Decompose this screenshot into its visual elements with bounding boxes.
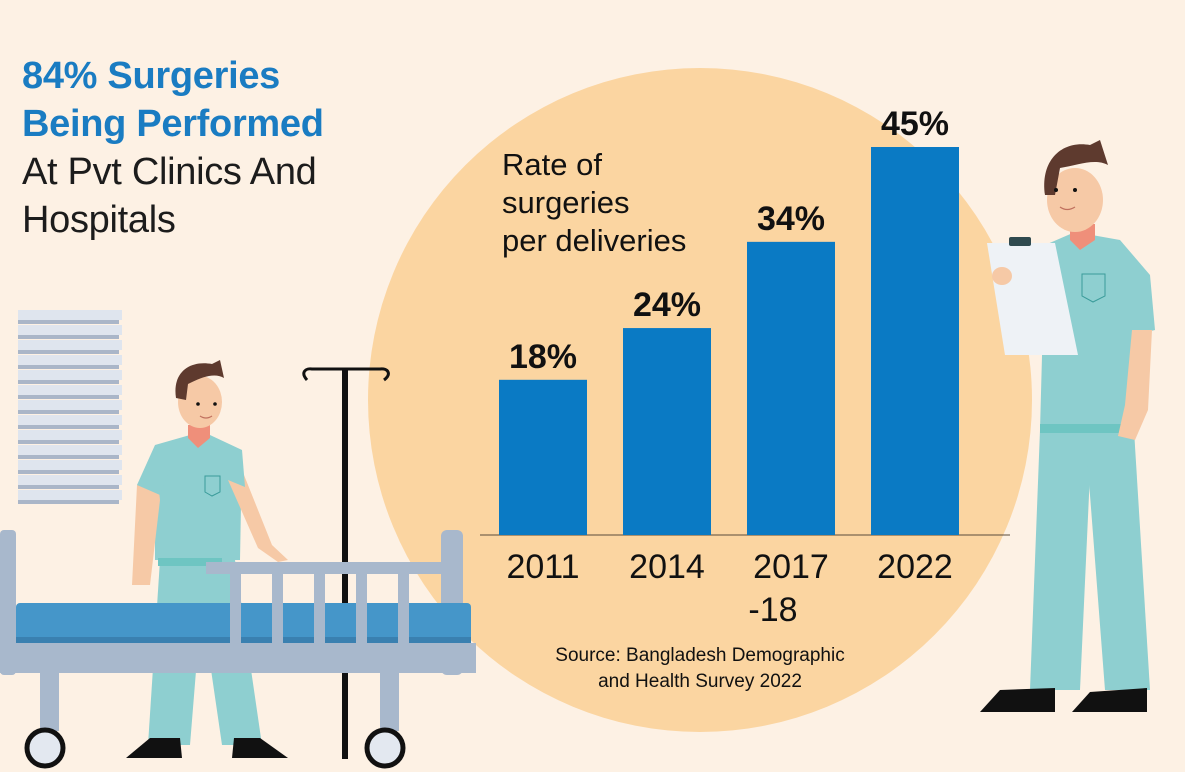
bar-2011	[499, 379, 587, 535]
headline-highlight-line-2: Being Performed	[22, 103, 324, 145]
nurse-left-illustration	[126, 360, 288, 758]
category-label: 2014	[629, 548, 705, 586]
bar-value-label: 45%	[881, 105, 949, 143]
headline-line-4: Hospitals	[22, 199, 176, 241]
chart-title: Rate of surgeries per deliveries	[502, 146, 686, 260]
bar-2017-18	[747, 241, 835, 535]
hospital-bed-illustration	[0, 530, 476, 769]
bar-value-label: 24%	[633, 286, 701, 324]
chart-title-line: per deliveries	[502, 223, 687, 258]
category-label: 2011	[506, 548, 579, 586]
nurse-right-illustration	[980, 140, 1155, 712]
chart-title-line: Rate of	[502, 147, 602, 182]
bar-value-label: 18%	[509, 338, 577, 376]
bar-chart: 18% 2011 24% 2014 34% 2017 -18 45% 2022	[480, 105, 1010, 629]
window-blinds-icon	[18, 310, 122, 504]
headline: 84% Surgeries Being Performed At Pvt Cli…	[22, 52, 324, 244]
chart-title-line: surgeries	[502, 185, 630, 220]
category-label: -18	[748, 591, 797, 629]
headline-highlight-line-1: 84% Surgeries	[22, 55, 281, 97]
category-label: 2022	[877, 548, 953, 586]
source-note: Source: Bangladesh Demographic and Healt…	[520, 643, 880, 695]
headline-line-3: At Pvt Clinics And	[22, 151, 317, 193]
source-line: and Health Survey 2022	[598, 671, 802, 692]
bar-2022	[871, 147, 959, 535]
bar-2014	[623, 328, 711, 535]
bar-value-label: 34%	[757, 200, 825, 238]
category-label: 2017	[753, 548, 829, 586]
source-line: Source: Bangladesh Demographic	[555, 645, 845, 666]
